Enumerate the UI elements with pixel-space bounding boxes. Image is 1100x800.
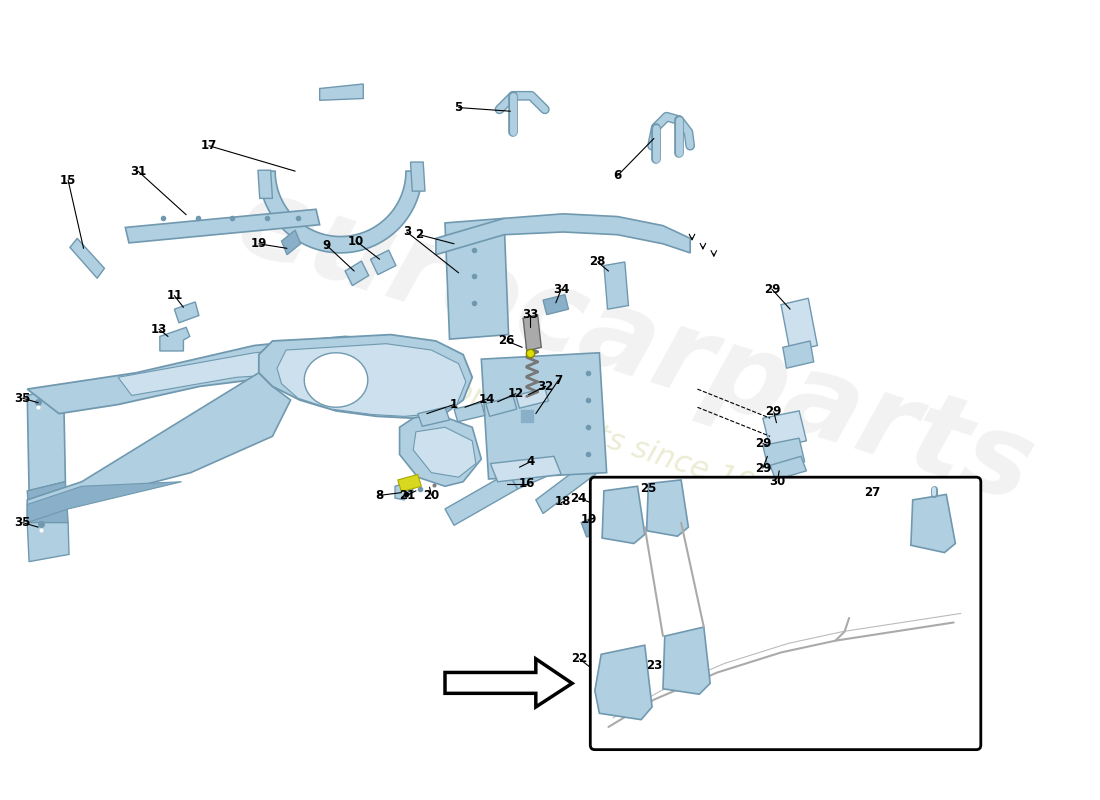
Polygon shape (446, 659, 572, 707)
Polygon shape (277, 344, 466, 416)
Text: 22: 22 (571, 652, 587, 666)
Text: 2: 2 (416, 228, 424, 242)
Text: 7: 7 (554, 374, 562, 386)
Text: 13: 13 (151, 322, 167, 336)
Text: 10: 10 (348, 234, 364, 247)
Text: 21: 21 (398, 489, 415, 502)
Polygon shape (595, 646, 652, 720)
Polygon shape (395, 482, 414, 500)
Polygon shape (781, 298, 817, 352)
Text: 4: 4 (526, 455, 535, 468)
Text: 33: 33 (522, 308, 539, 321)
Polygon shape (125, 210, 320, 243)
Polygon shape (602, 486, 645, 543)
Polygon shape (305, 353, 367, 407)
Text: 23: 23 (646, 658, 662, 672)
Polygon shape (604, 262, 628, 309)
Text: 3: 3 (403, 226, 411, 238)
Text: 29: 29 (766, 406, 782, 418)
Polygon shape (160, 327, 190, 351)
Polygon shape (414, 427, 476, 477)
Polygon shape (508, 450, 572, 489)
Polygon shape (763, 438, 804, 469)
Polygon shape (647, 480, 689, 536)
Text: 32: 32 (538, 380, 554, 393)
Polygon shape (581, 509, 616, 537)
Polygon shape (28, 337, 409, 414)
Polygon shape (345, 261, 368, 286)
Polygon shape (516, 388, 549, 408)
Polygon shape (763, 411, 806, 448)
Polygon shape (257, 170, 273, 198)
Polygon shape (258, 334, 472, 418)
Text: eurocarparts: eurocarparts (224, 165, 1047, 526)
Text: 27: 27 (864, 486, 880, 499)
Text: 24: 24 (570, 491, 586, 505)
Polygon shape (371, 250, 396, 274)
Text: 34: 34 (553, 282, 570, 296)
Polygon shape (28, 482, 182, 522)
Polygon shape (663, 627, 711, 694)
Text: 5: 5 (454, 101, 463, 114)
Polygon shape (446, 218, 508, 339)
Text: 16: 16 (518, 477, 535, 490)
Polygon shape (491, 456, 561, 482)
Text: 15: 15 (59, 174, 76, 186)
Text: 1: 1 (450, 398, 458, 411)
Text: 29: 29 (755, 462, 771, 474)
Text: 17: 17 (201, 139, 217, 152)
Text: 19: 19 (251, 238, 267, 250)
Polygon shape (258, 171, 422, 253)
Text: a passion for parts since 1985: a passion for parts since 1985 (349, 342, 795, 512)
Text: 30: 30 (769, 475, 785, 488)
Polygon shape (410, 162, 425, 191)
Text: 28: 28 (590, 255, 606, 269)
Polygon shape (399, 414, 482, 486)
Text: 29: 29 (755, 437, 771, 450)
Text: 31: 31 (130, 165, 146, 178)
Polygon shape (28, 386, 65, 491)
Text: 25: 25 (640, 482, 657, 495)
Polygon shape (536, 459, 597, 514)
Polygon shape (783, 341, 814, 368)
Polygon shape (282, 230, 300, 254)
Text: 18: 18 (554, 495, 571, 508)
Polygon shape (28, 373, 290, 522)
Polygon shape (911, 494, 956, 553)
Text: 6: 6 (614, 169, 622, 182)
Polygon shape (70, 238, 104, 278)
Polygon shape (118, 346, 399, 395)
Polygon shape (524, 314, 541, 351)
Text: 8: 8 (375, 489, 384, 502)
Polygon shape (543, 294, 569, 314)
Polygon shape (482, 353, 606, 479)
Polygon shape (454, 402, 485, 422)
Text: 35: 35 (14, 392, 31, 405)
Polygon shape (28, 522, 69, 562)
Text: 20: 20 (424, 489, 440, 502)
Polygon shape (175, 302, 199, 323)
Polygon shape (436, 214, 690, 254)
Text: 14: 14 (478, 393, 495, 406)
Polygon shape (486, 396, 517, 416)
Text: 35: 35 (14, 516, 31, 529)
FancyBboxPatch shape (591, 477, 981, 750)
Text: 9: 9 (322, 239, 331, 252)
Polygon shape (28, 482, 68, 532)
Polygon shape (446, 473, 518, 526)
Text: 29: 29 (763, 282, 780, 296)
Text: 11: 11 (166, 289, 183, 302)
Polygon shape (320, 84, 363, 100)
Polygon shape (398, 474, 421, 492)
Text: 26: 26 (498, 334, 515, 347)
Polygon shape (770, 456, 806, 480)
Text: 19: 19 (581, 514, 596, 526)
Text: 12: 12 (508, 387, 524, 400)
Polygon shape (418, 407, 450, 426)
